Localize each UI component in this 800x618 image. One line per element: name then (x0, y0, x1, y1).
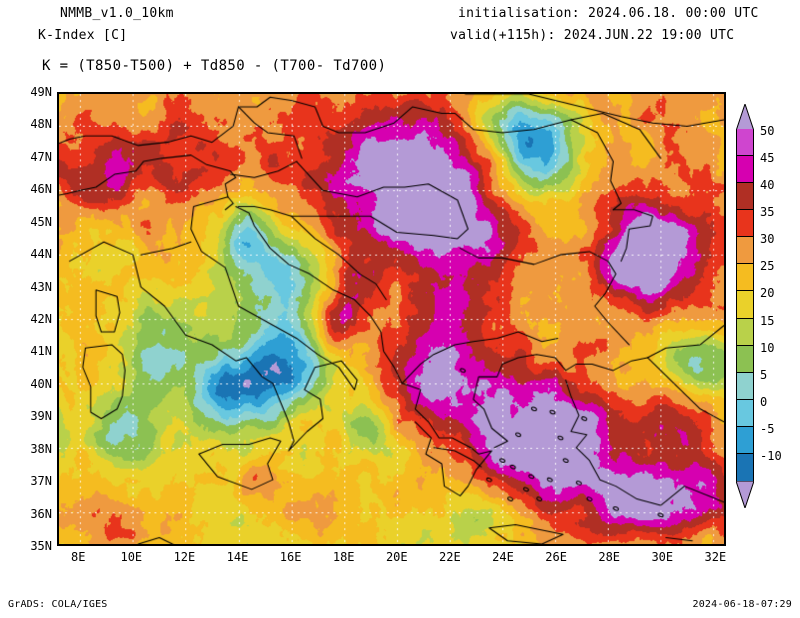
colorbar-band (737, 237, 753, 265)
colorbar-band (737, 129, 753, 157)
latitude-tick-label: 41N (30, 344, 52, 359)
colorbar-band (737, 210, 753, 238)
colorbar-tick-label: 5 (760, 367, 768, 382)
colorbar-tick-label: -10 (760, 448, 782, 463)
colorbar (736, 104, 754, 508)
colorbar-band (737, 426, 753, 454)
colorbar-over-arrow-icon (736, 104, 754, 131)
longitude-tick-label: 24E (492, 550, 514, 564)
colorbar-band (737, 291, 753, 319)
longitude-axis: 8E 10E 12E 14E 16E 18E 20E 22E 24E 26E 28E 30E 32E (57, 550, 726, 570)
field-name-label: K-Index [C] (38, 28, 128, 43)
kindex-heatmap-canvas (59, 94, 724, 544)
map-plot-frame (57, 92, 726, 546)
longitude-tick-label: 10E (120, 550, 143, 564)
colorbar-tick-label: 20 (760, 286, 775, 301)
colorbar-tick-label: 40 (760, 178, 775, 193)
longitude-tick-label: 16E (279, 550, 302, 564)
latitude-tick-label: 48N (30, 117, 52, 132)
initialisation-label: initialisation: 2024.06.18. 00:00 UTC (458, 6, 759, 21)
latitude-tick-label: 35N (30, 539, 52, 553)
colorbar-separator (737, 371, 753, 373)
colorbar-tick-label: 25 (760, 259, 775, 274)
longitude-tick-label: 14E (226, 550, 249, 564)
colorbar-band (737, 372, 753, 400)
longitude-tick-label: 8E (71, 550, 86, 564)
latitude-tick-label: 43N (30, 279, 52, 294)
colorbar-band (737, 156, 753, 184)
colorbar-tick-label: 45 (760, 151, 775, 166)
colorbar-band (737, 453, 753, 481)
colorbar-tick-label: 30 (760, 232, 775, 247)
colorbar-separator (737, 425, 753, 427)
latitude-tick-label: 37N (30, 474, 52, 489)
valid-time-label: valid(+115h): 2024.JUN.22 19:00 UTC (450, 28, 735, 43)
colorbar-band (737, 183, 753, 211)
formula-label: K = (T850-T500) + Td850 - (T700- Td700) (42, 58, 387, 74)
colorbar-band (737, 345, 753, 373)
latitude-tick-label: 46N (30, 182, 52, 197)
colorbar-tick-label: 10 (760, 340, 775, 355)
colorbar-separator (737, 209, 753, 211)
colorbar-band (737, 318, 753, 346)
credit-label: GrADS: COLA/IGES (8, 599, 108, 610)
colorbar-separator (737, 317, 753, 319)
timestamp-label: 2024-06-18-07:29 (692, 599, 792, 610)
latitude-axis: 49N 48N 47N 46N 45N 44N 43N 42N 41N 40N 39N 38N 37N 3… (0, 85, 52, 553)
longitude-tick-label: 12E (173, 550, 196, 564)
longitude-tick-label: 18E (332, 550, 355, 564)
latitude-tick-label: 44N (30, 247, 52, 262)
colorbar-tick-label: 0 (760, 394, 768, 409)
colorbar-tick-label: 15 (760, 313, 775, 328)
colorbar-separator (737, 452, 753, 454)
longitude-tick-label: 26E (545, 550, 567, 564)
longitude-tick-label: 20E (385, 550, 408, 564)
colorbar-separator (737, 344, 753, 346)
latitude-tick-label: 38N (30, 441, 52, 456)
longitude-tick-label: 30E (651, 550, 674, 564)
colorbar-separator (737, 236, 753, 238)
colorbar-under-arrow-icon (736, 481, 754, 508)
latitude-tick-label: 42N (30, 312, 52, 326)
colorbar-bands (736, 129, 754, 482)
colorbar-separator (737, 182, 753, 184)
colorbar-tick-label: -5 (760, 421, 775, 436)
colorbar-band (737, 264, 753, 292)
colorbar-separator (737, 398, 753, 400)
longitude-tick-label: 28E (598, 550, 621, 564)
model-name-label: NMMB_v1.0_10km (60, 6, 174, 21)
colorbar-band (737, 399, 753, 427)
latitude-tick-label: 39N (30, 409, 52, 424)
latitude-tick-label: 40N (30, 376, 52, 391)
longitude-tick-label: 22E (439, 550, 461, 564)
colorbar-tick-label: 35 (760, 205, 775, 220)
colorbar-separator (737, 263, 753, 265)
latitude-tick-label: 47N (30, 149, 52, 164)
latitude-tick-label: 36N (30, 506, 52, 521)
colorbar-separator (737, 155, 753, 157)
colorbar-tick-label: 50 (760, 124, 775, 138)
longitude-tick-label: 32E (704, 550, 727, 564)
colorbar-separator (737, 290, 753, 292)
latitude-tick-label: 49N (30, 85, 52, 99)
latitude-tick-label: 45N (30, 214, 52, 229)
